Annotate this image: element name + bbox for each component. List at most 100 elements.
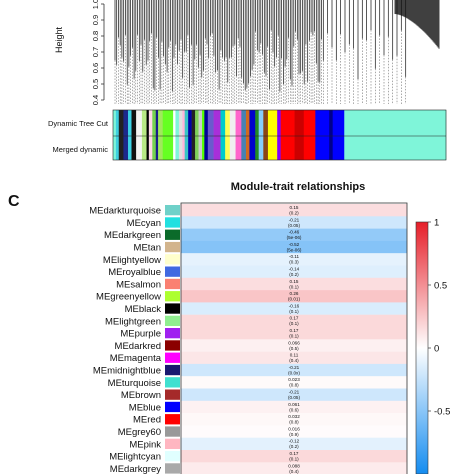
heatmap-cell-pvalue: (0.1) [289,457,299,462]
merged-dynamic-segment [229,136,236,160]
dynamic-tree-cut-segment [188,110,192,136]
heatmap-cell-value: 0.11 [290,353,299,358]
heatmap-row-label: MEdarkgreen [104,230,161,241]
heatmap-cell [181,400,407,414]
module-color-swatch [165,328,180,339]
colorbar-tick-label: 0 [434,344,439,355]
merged-dynamic-segment [315,136,330,160]
merged-dynamic-segment [280,136,295,160]
heatmap-colorbar: 1 0.5 0 -0.5 [415,218,450,474]
dynamic-tree-cut-segment [255,110,259,136]
heatmap-cell [181,277,407,291]
heatmap-cell-pvalue: (0.1) [289,334,299,339]
heatmap-cell-pvalue: (5e-06) [287,235,302,240]
dendrogram-branches [114,0,440,104]
panel-label-c: C [8,193,20,210]
heatmap-cell-pvalue: (0.5) [289,346,299,351]
heatmap-row-label: MEroyalblue [108,267,161,278]
merged-dynamic-segment [332,136,345,160]
merged-dynamic-segment [329,136,333,160]
dynamic-tree-cut-segment [191,110,196,136]
module-color-swatch [165,205,180,216]
merged-dynamic-segment [267,136,278,160]
dynamic-tree-cut-segment [195,110,199,136]
heatmap-cell-value: -0.46 [289,230,300,235]
dynamic-tree-cut-segment [294,110,305,136]
heatmap-cell-value: -0.21 [289,217,300,222]
heatmap-cell-pvalue: (0.6) [289,407,299,412]
dynamic-tree-cut-segment [277,110,281,136]
merged-dynamic-segment [249,136,256,160]
merged-dynamic-segment [184,136,189,160]
dynamic-tree-cut-segment [245,110,250,136]
heatmap-rows: MEdarkturquoise 0.15(0.2)MEcyan -0.21(0.05… [89,204,407,474]
heatmap-cell-value: 0.088 [288,463,300,468]
dynamic-tree-cut-segment [229,110,236,136]
heatmap-row-label: MEmagenta [110,353,162,364]
heatmap-cell-value: 0.15 [290,279,299,284]
dynamic-tree-cut-segment [332,110,345,136]
heatmap-cell-pvalue: (0.4) [289,358,299,363]
dynamic-tree-cut-segment [136,110,143,136]
module-color-swatch [165,241,180,253]
dendrogram-y-tick-label: 0.8 [91,31,100,41]
heatmap-cell-pvalue: (0.2) [289,211,299,216]
dynamic-tree-cut-segment [204,110,209,136]
colorbar-label-merged-dynamic: Merged dynamic [53,145,109,154]
module-color-swatch [165,291,180,302]
merged-dynamic-segment [204,136,209,160]
heatmap-row-label: MElightyellow [103,255,161,266]
module-color-swatch [165,463,180,474]
module-color-swatch [165,315,180,326]
heatmap-row-label: MElightgreen [105,316,161,327]
module-color-swatch [165,438,180,449]
dendrogram-y-axis: 1.0 0.9 0.8 0.7 0.6 0.5 0.4 [91,0,105,105]
heatmap-row-label: MEmidnightblue [93,366,161,377]
dynamic-tree-cut-segment [241,110,247,136]
heatmap-cell-pvalue: (0.0x) [288,370,300,375]
heatmap-cell [181,253,407,266]
module-color-swatch [165,229,180,240]
heatmap-cell [181,314,407,328]
dynamic-tree-cut-segment [263,110,269,136]
dynamic-tree-cut-segment [131,110,137,136]
colorbar-label-dynamic-tree-cut: Dynamic Tree Cut [48,119,109,128]
merged-dynamic-segment [195,136,199,160]
heatmap-cell-pvalue: (0.01) [288,297,300,302]
heatmap-row-label: MEgreenyellow [96,292,161,303]
heatmap-row-label: MEsalmon [116,279,161,290]
heatmap-cell-pvalue: (0.1) [289,309,299,314]
heatmap-cell-pvalue: (0.4) [289,469,299,474]
heatmap-cell-value: 0.17 [290,451,299,456]
merged-dynamic-segment [235,136,242,160]
heatmap-cell [181,327,407,340]
module-color-swatch [165,266,180,277]
merged-dynamic-segment [258,136,264,160]
merged-dynamic-segment [148,136,153,160]
merged-dynamic-segment [344,136,447,160]
colorbar-tick-label: 0.5 [434,281,447,292]
dynamic-tree-cut-segment [184,110,189,136]
heatmap-cell-value: 0.016 [288,426,300,431]
merged-dynamic-segment [113,136,117,160]
heatmap-cell [181,265,407,278]
heatmap-cell-pvalue: (0.8) [289,420,299,425]
heatmap-cell-value: -0.16 [289,303,300,308]
dynamic-tree-cut-segment [280,110,295,136]
heatmap-cell-value: 0.066 [288,340,300,345]
colorbar-gradient [415,221,429,474]
merged-dynamic-segment [136,136,143,160]
dendrogram-y-tick-label: 0.6 [91,63,100,73]
heatmap-row-label: MEblack [125,304,162,315]
heatmap-cell-value: -0.52 [289,242,300,247]
heatmap-cell [181,204,407,217]
module-color-bars [112,109,447,161]
heatmap-cell [181,228,407,242]
merged-dynamic-segment [303,136,316,160]
heatmap-row-label: MEdarkgrey [110,464,161,474]
heatmap-cell-value: -0.14 [289,267,300,272]
heatmap-cell-pvalue: (0.3) [289,260,299,265]
heatmap-cell [181,351,407,365]
heatmap-cell-value: -0.21 [289,365,300,370]
